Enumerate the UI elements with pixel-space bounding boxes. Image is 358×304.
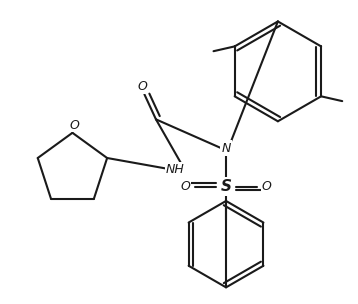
Text: N: N [221, 142, 231, 155]
Text: O: O [69, 119, 79, 132]
Text: O: O [181, 180, 191, 193]
Text: NH: NH [166, 163, 184, 176]
Text: O: O [261, 180, 271, 193]
Text: S: S [221, 179, 232, 194]
Text: O: O [137, 80, 147, 93]
